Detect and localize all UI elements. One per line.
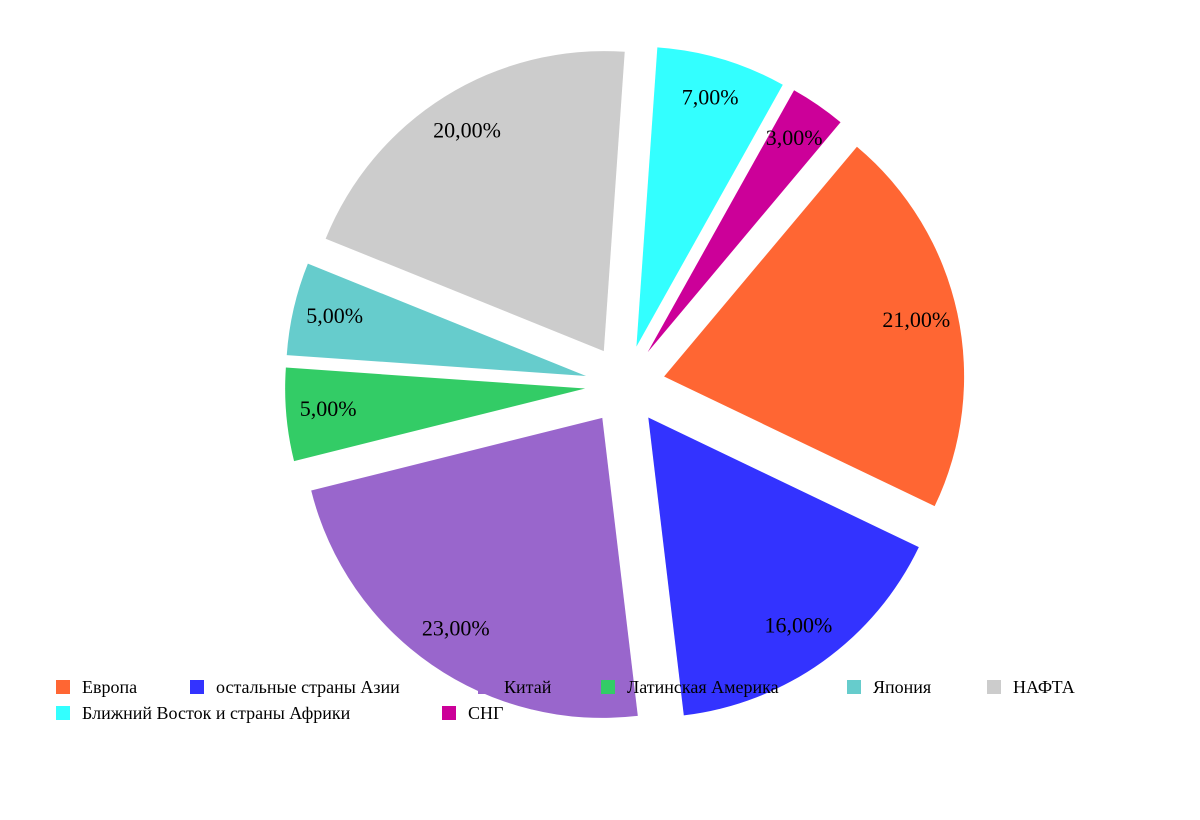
pie-slice-ближний-восток-и-страны-африки [636, 47, 783, 347]
legend-label-latin-america: Латинская Америка [627, 676, 779, 697]
legend-swatch-cis [442, 706, 456, 720]
legend-item-latin-america: Латинская Америка [601, 677, 847, 698]
legend-swatch-china [478, 680, 492, 694]
legend-item-nafta: НАФТА [987, 677, 1075, 698]
pie-slice-латинская-америка [285, 367, 586, 462]
pie-slice-япония [286, 263, 587, 377]
legend-item-china: Китай [478, 677, 601, 698]
slice-label-ближний-восток-и-страны-африки: 7,00% [682, 84, 739, 109]
legend-label-nafta: НАФТА [1013, 676, 1075, 697]
legend-item-middle-east-africa: Ближний Восток и страны Африки [56, 703, 442, 724]
legend-swatch-other-asia [190, 680, 204, 694]
pie-slice-остальные-страны-азии [648, 417, 919, 716]
pie-slice-labels: 21,00% 16,00% 23,00% 5,00% 5,00% 20,00% 7,00% 3… [300, 84, 950, 640]
legend-swatch-nafta [987, 680, 1001, 694]
pie-slice-нафта [325, 51, 625, 352]
legend-swatch-middle-east-africa [56, 706, 70, 720]
legend-label-other-asia: остальные страны Азии [216, 676, 400, 697]
legend-row-2: Ближний Восток и страны Африки СНГ [56, 700, 1176, 726]
legend-label-china: Китай [504, 676, 552, 697]
slice-label-латинская-америка: 5,00% [300, 396, 357, 421]
pie-slice-европа [664, 146, 965, 507]
legend: Европа остальные страны Азии Китай Латин… [56, 674, 1176, 726]
slice-label-китай: 23,00% [422, 615, 490, 640]
legend-item-europe: Европа [56, 677, 190, 698]
legend-label-japan: Япония [873, 676, 932, 697]
legend-label-middle-east-africa: Ближний Восток и страны Африки [82, 702, 351, 723]
slice-label-европа: 21,00% [882, 307, 950, 332]
legend-swatch-japan [847, 680, 861, 694]
legend-swatch-europe [56, 680, 70, 694]
legend-row-1: Европа остальные страны Азии Китай Латин… [56, 674, 1176, 700]
slice-label-остальные-страны-азии: 16,00% [765, 612, 833, 637]
legend-item-cis: СНГ [442, 703, 503, 724]
legend-label-cis: СНГ [468, 702, 504, 723]
legend-swatch-latin-america [601, 680, 615, 694]
slice-label-япония: 5,00% [306, 303, 363, 328]
pie-slice-снг [647, 90, 841, 353]
legend-item-japan: Япония [847, 677, 987, 698]
legend-label-europe: Европа [82, 676, 138, 697]
pie-slices [285, 47, 965, 718]
slice-label-нафта: 20,00% [433, 117, 501, 142]
slice-label-снг: 3,00% [766, 125, 823, 150]
legend-item-other-asia: остальные страны Азии [190, 677, 478, 698]
pie-slice-китай [311, 417, 638, 718]
